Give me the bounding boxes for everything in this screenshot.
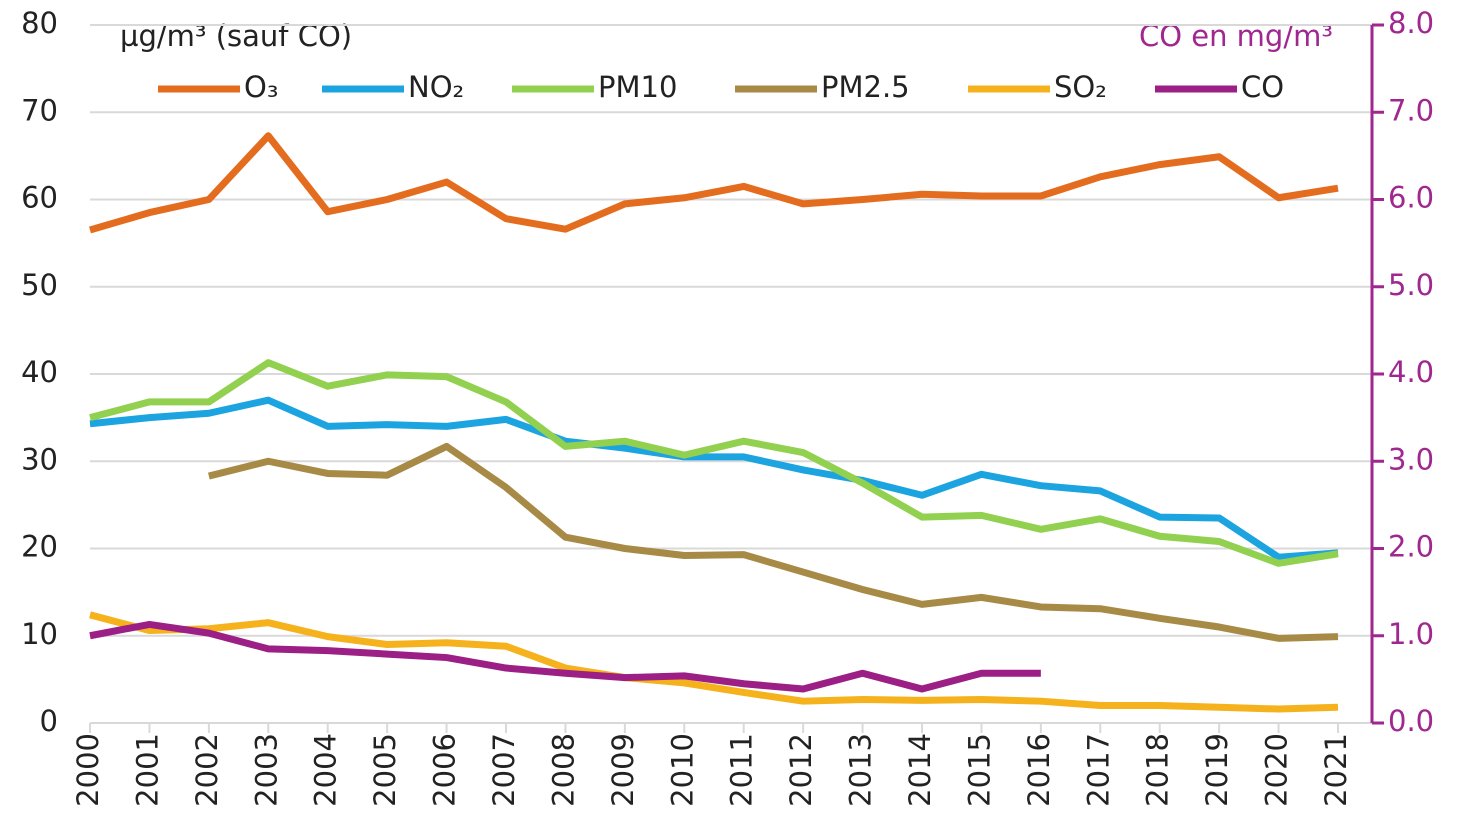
- y2-tick-label: 1.0: [1388, 617, 1434, 651]
- series-line: [89, 611, 1339, 713]
- x-tick-label: 2017: [1081, 733, 1115, 807]
- x-tick-label: 2013: [844, 733, 878, 807]
- x-tick-label: 2016: [1022, 733, 1056, 807]
- y2-tick-label: 4.0: [1388, 355, 1434, 389]
- y2-tick-label: 2.0: [1388, 530, 1434, 564]
- y-tick-label: 60: [21, 181, 58, 215]
- legend-label: O₃: [244, 70, 278, 104]
- x-tick-label: 2012: [784, 733, 818, 807]
- y2-tick-label: 6.0: [1388, 181, 1434, 215]
- x-tick-label: 2001: [130, 733, 164, 807]
- y-tick-label: 40: [21, 355, 58, 389]
- y-tick-label: 0: [40, 704, 58, 738]
- x-tick-label: 2020: [1260, 733, 1294, 807]
- legend-label: SO₂: [1054, 70, 1107, 104]
- legend-label: PM10: [598, 70, 677, 104]
- x-tick-label: 2000: [71, 733, 105, 807]
- x-tick-label: 2003: [249, 733, 283, 807]
- x-tick-label: 2008: [546, 733, 580, 807]
- x-tick-label: 2002: [190, 733, 224, 807]
- y2-tick-label: 7.0: [1388, 93, 1434, 127]
- series-line: [89, 620, 1041, 693]
- y2-tick-label: 0.0: [1388, 704, 1434, 738]
- series-line: [89, 132, 1339, 234]
- y-tick-label: 10: [21, 617, 58, 651]
- y2-tick-label: 5.0: [1388, 268, 1434, 302]
- legend-label: CO: [1241, 70, 1284, 104]
- y2-tick-label: 3.0: [1388, 442, 1434, 476]
- x-tick-label: 2005: [368, 733, 402, 807]
- legend-label: NO₂: [408, 70, 464, 104]
- x-tick-label: 2014: [903, 733, 937, 807]
- x-tick-label: 2006: [428, 733, 462, 807]
- y-tick-label: 80: [21, 6, 58, 40]
- x-tick-label: 2019: [1200, 733, 1234, 807]
- series-line: [208, 442, 1339, 642]
- y-tick-label: 50: [21, 268, 58, 302]
- x-tick-label: 2007: [487, 733, 521, 807]
- x-tick-label: 2011: [725, 733, 759, 807]
- y-tick-label: 20: [21, 530, 58, 564]
- y2-tick-label: 8.0: [1388, 6, 1434, 40]
- x-tick-label: 2010: [665, 733, 699, 807]
- legend-label: PM2.5: [821, 70, 910, 104]
- y-tick-label: 30: [21, 442, 58, 476]
- x-tick-label: 2004: [309, 733, 343, 807]
- series-line: [89, 396, 1339, 561]
- x-tick-label: 2018: [1141, 733, 1175, 807]
- x-tick-label: 2015: [962, 733, 996, 807]
- y-tick-label: 70: [21, 93, 58, 127]
- x-tick-label: 2009: [606, 733, 640, 807]
- x-tick-label: 2021: [1319, 733, 1353, 807]
- series-line: [89, 359, 1339, 567]
